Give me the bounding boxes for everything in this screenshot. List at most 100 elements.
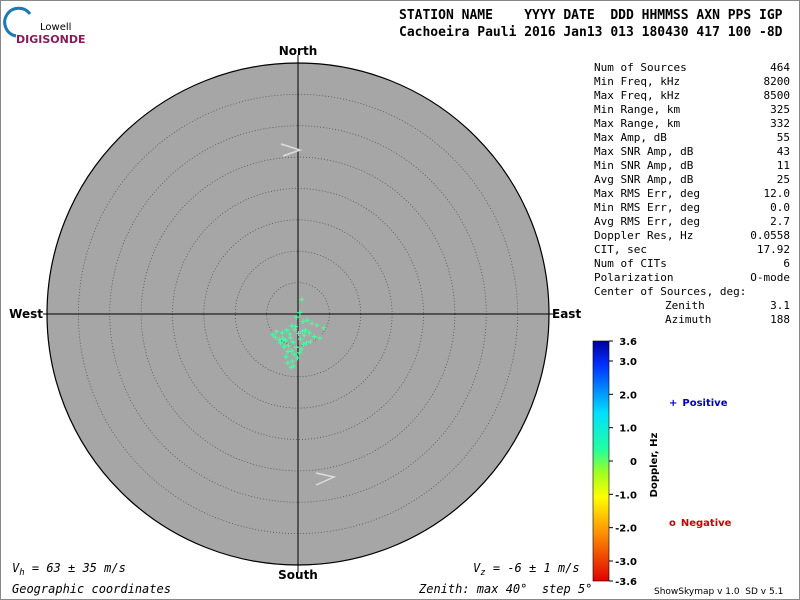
- source-point: [299, 329, 305, 335]
- colorbar-tick-label: -1.0: [615, 490, 637, 501]
- stat-label: Max SNR Amp, dB: [594, 145, 694, 158]
- legend-label: Negative: [681, 518, 732, 529]
- coords: Geographic coordinates: [12, 582, 171, 596]
- legend-label: Positive: [682, 398, 727, 409]
- stat-value: 55: [777, 131, 790, 144]
- source-point: [304, 340, 310, 346]
- source-point: [286, 342, 292, 348]
- colorbar-tick-label: -3.6: [615, 577, 637, 588]
- vh-sub: h: [19, 568, 24, 578]
- vh-label: Vh = 63 ± 35 m/s: [12, 561, 126, 578]
- stat-value: 332: [770, 117, 790, 130]
- stat-value: 8500: [764, 89, 791, 102]
- source-point: [300, 319, 306, 325]
- source-point: [287, 335, 293, 341]
- stat-label: Avg SNR Amp, dB: [594, 173, 694, 186]
- stat-value: 11: [777, 159, 790, 172]
- colorbar-tick-label: 3.0: [619, 357, 637, 368]
- source-point: [294, 314, 300, 320]
- source-point: [296, 350, 302, 356]
- source-point: [298, 346, 304, 352]
- source-point: [277, 340, 283, 346]
- vz-sub: z: [480, 568, 485, 578]
- direction: East: [552, 307, 581, 321]
- stat-value: 464: [770, 61, 790, 74]
- source-point: [288, 364, 294, 370]
- zenith-note: Zenith: max 40° step 5°: [418, 582, 592, 596]
- stat-label: Azimuth: [665, 313, 711, 326]
- stat-label: Center of Sources, deg:: [594, 285, 746, 298]
- source-point: [297, 310, 303, 316]
- stat-label: Avg RMS Err, deg: [594, 215, 700, 228]
- vh-symbol: V: [12, 561, 20, 575]
- source-point: [276, 337, 282, 343]
- source-point: [270, 332, 276, 338]
- source-point: [317, 335, 323, 341]
- source-point: [292, 324, 298, 330]
- stat-value: 0.0: [770, 201, 790, 214]
- stat-label: Num of CITs: [594, 257, 667, 270]
- source-point: [314, 322, 320, 328]
- stat-value: 0.0558: [750, 229, 790, 242]
- stat-value: 325: [770, 103, 790, 116]
- source-point: [294, 355, 300, 361]
- source-point: [293, 344, 299, 350]
- stat-label: Doppler Res, Hz: [594, 229, 693, 242]
- stat-value: 8200: [764, 75, 791, 88]
- source-point: [299, 297, 305, 303]
- direction: West: [9, 307, 43, 321]
- source-point: [279, 330, 285, 336]
- header-columns: STATION NAME YYYY DATE DDD HHMMSS AXN PP…: [399, 8, 783, 23]
- source-point: [301, 332, 307, 338]
- stat-value: 43: [777, 145, 790, 158]
- stat-label: Max RMS Err, deg: [594, 187, 700, 200]
- source-point: [292, 327, 298, 333]
- source-point: [280, 335, 286, 341]
- source-point: [285, 360, 291, 366]
- source-point: [308, 339, 314, 345]
- stat-value: 188: [770, 313, 790, 326]
- source-point: [289, 348, 295, 354]
- stat-label: Num of Sources: [594, 61, 687, 74]
- stat-value: 2.7: [770, 215, 790, 228]
- colorbar-label: Doppler, Hz: [649, 433, 660, 498]
- stat-value: O-mode: [750, 271, 790, 284]
- legend-entry: o Negative: [669, 518, 732, 529]
- source-point: [289, 358, 295, 364]
- colorbar-tick-label: 3.6: [619, 337, 637, 348]
- legend-entry: + Positive: [669, 398, 728, 409]
- legend-marker: +: [669, 398, 677, 409]
- colorbar-tick-label: 0: [630, 457, 637, 468]
- source-point: [290, 339, 296, 345]
- source-point: [301, 341, 307, 347]
- logo-swirl: [3, 6, 32, 38]
- stat-value: 17.92: [757, 243, 790, 256]
- stat-value: 25: [777, 173, 790, 186]
- source-point: [287, 331, 293, 337]
- source-point: [285, 349, 291, 355]
- source-point: [321, 325, 327, 331]
- stat-label: Min SNR Amp, dB: [594, 159, 694, 172]
- source-point: [284, 327, 290, 333]
- stat-label: CIT, sec: [594, 243, 647, 256]
- source-point: [289, 323, 295, 329]
- source-point: [274, 329, 280, 335]
- stat-label: Max Amp, dB: [594, 131, 667, 144]
- stat-label: Max Range, km: [594, 117, 680, 130]
- stat-label: Zenith: [665, 299, 705, 312]
- source-point: [281, 344, 287, 350]
- source-point: [272, 334, 278, 340]
- colorbar-tick-label: -3.0: [615, 557, 637, 568]
- stat-value: 6: [783, 257, 790, 270]
- source-point: [304, 317, 310, 323]
- source-point: [291, 363, 297, 369]
- vz-text: = -6 ± 1 m/s: [486, 561, 580, 575]
- stat-label: Max Freq, kHz: [594, 89, 680, 102]
- source-point: [282, 337, 288, 343]
- stat-value: 12.0: [764, 187, 791, 200]
- colorbar-tick-label: 1.0: [619, 424, 637, 435]
- source-point: [303, 327, 309, 333]
- drift-arrow: [315, 472, 337, 486]
- source-point: [296, 330, 302, 336]
